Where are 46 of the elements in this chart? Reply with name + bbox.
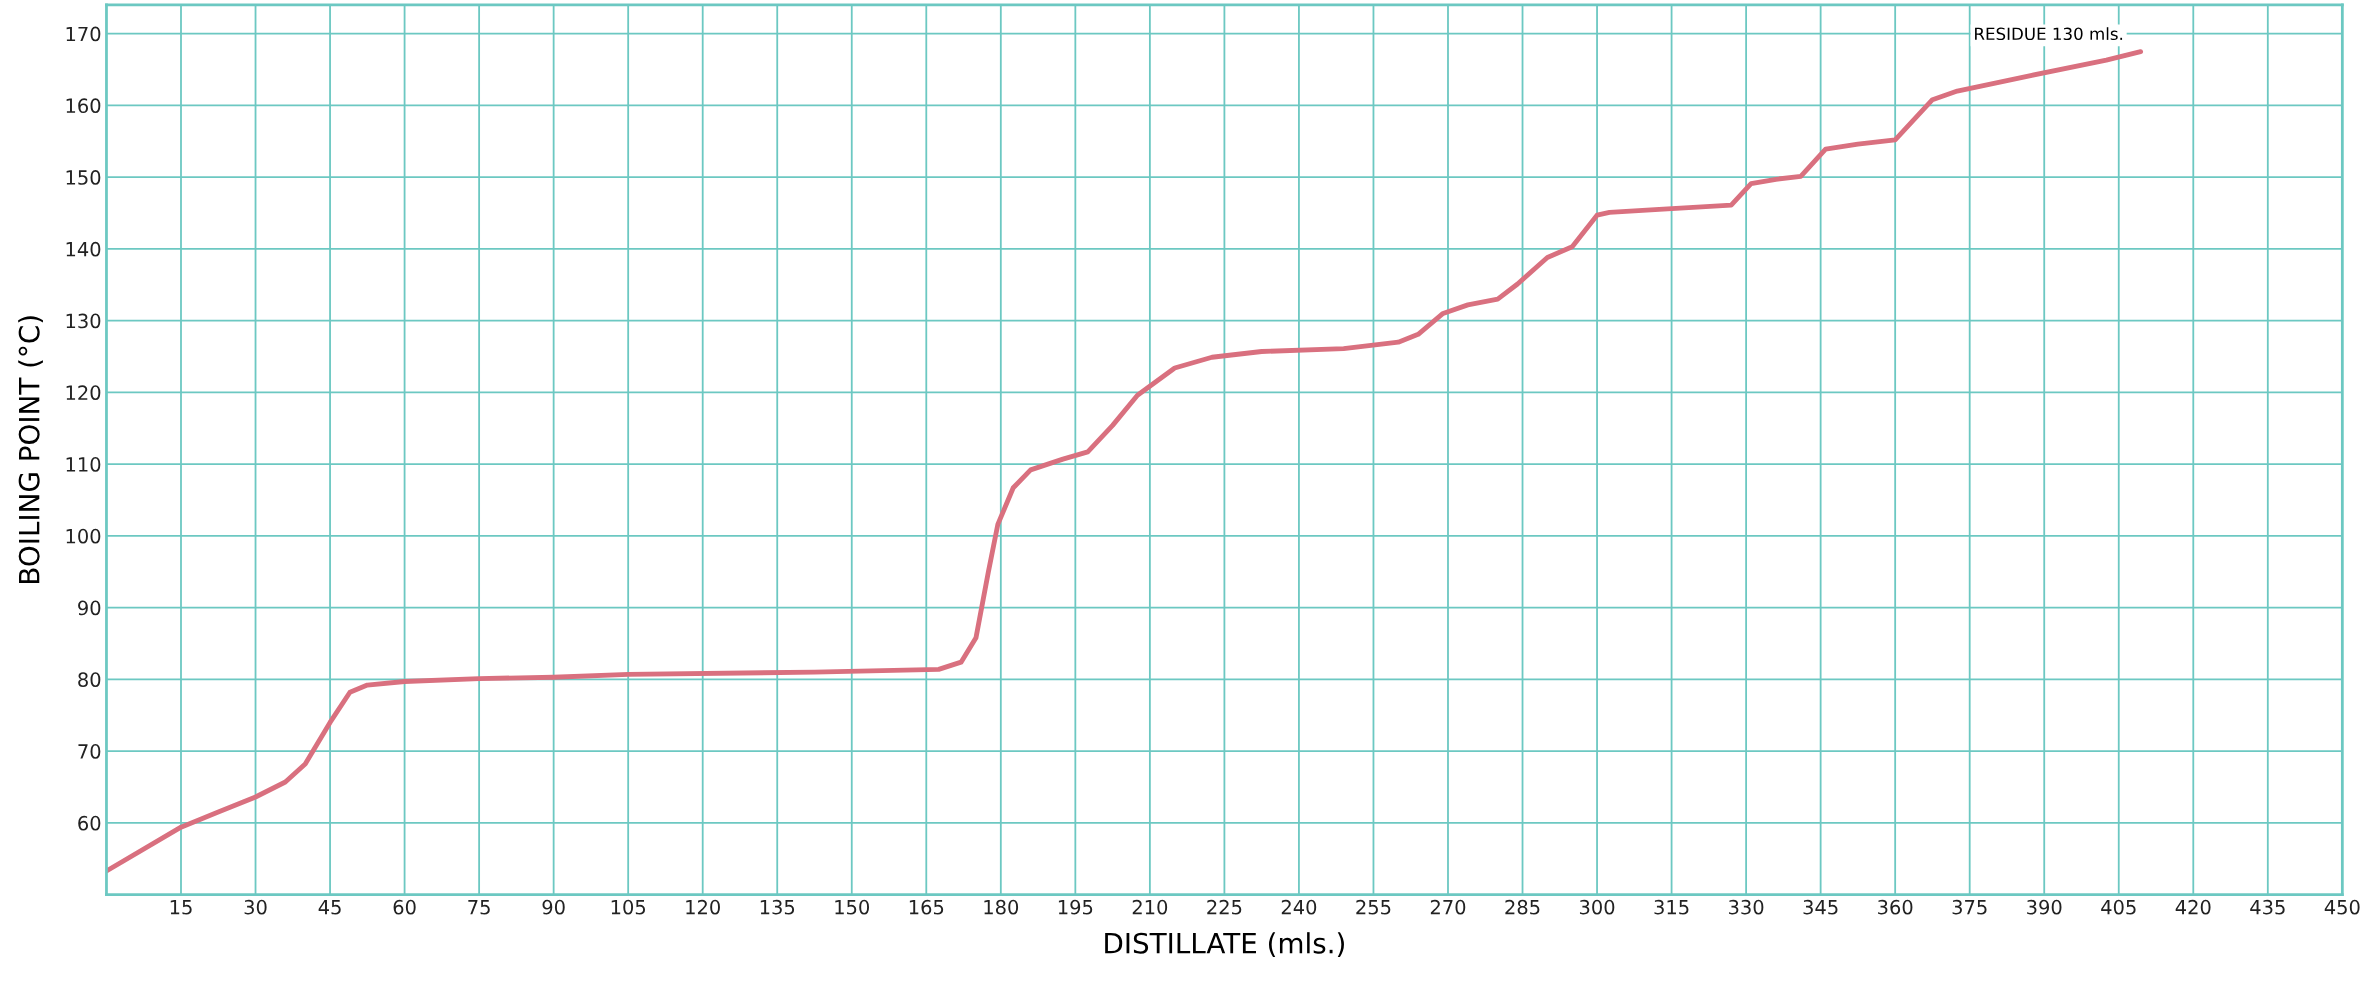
line-series bbox=[106, 49, 2144, 874]
x-tick-label: 195 bbox=[1058, 899, 1093, 915]
y-tick-label: 60 bbox=[78, 815, 101, 831]
y-tick-label: 170 bbox=[66, 26, 101, 42]
x-tick-label: 180 bbox=[984, 899, 1019, 915]
x-tick-label: 90 bbox=[542, 899, 565, 915]
x-tick-label: 15 bbox=[170, 900, 192, 915]
y-tick-label: 160 bbox=[66, 98, 101, 114]
x-tick-label: 120 bbox=[686, 899, 720, 915]
y-tick-label: 80 bbox=[78, 672, 101, 688]
y-tick-label: 140 bbox=[66, 241, 101, 257]
annotation: RESIDUE 130 mls. bbox=[1975, 27, 2123, 41]
y-tick-label: 70 bbox=[78, 744, 101, 759]
x-tick-label: 60 bbox=[393, 899, 416, 915]
x-tick-label: 165 bbox=[909, 899, 944, 915]
x-tick-label: 150 bbox=[835, 899, 870, 915]
y-tick-label: 110 bbox=[66, 457, 101, 472]
x-tick-label: 420 bbox=[2175, 899, 2211, 915]
x-tick-label: 450 bbox=[2324, 899, 2360, 915]
x-tick-label: 315 bbox=[1654, 899, 1689, 915]
x-tick-label: 330 bbox=[1729, 899, 1764, 915]
x-tick-label: 360 bbox=[1878, 899, 1913, 915]
y-axis-title: BOILING POINT (°C) bbox=[18, 316, 43, 583]
x-tick-label: 285 bbox=[1505, 899, 1540, 915]
x-tick-label: 75 bbox=[468, 900, 490, 915]
y-tick-label: 130 bbox=[66, 313, 101, 329]
x-tick-label: 255 bbox=[1356, 899, 1391, 915]
x-axis-title: DISTILLATE (mls.) bbox=[1105, 932, 1344, 957]
y-tick-label: 150 bbox=[66, 170, 101, 185]
x-tick-label: 225 bbox=[1207, 899, 1242, 915]
x-tick-label: 240 bbox=[1281, 899, 1317, 915]
x-tick-label: 45 bbox=[318, 900, 341, 915]
y-tick-label: 120 bbox=[66, 385, 101, 401]
y-tick-label: 90 bbox=[78, 600, 101, 616]
x-tick-label: 435 bbox=[2250, 899, 2285, 915]
x-tick-label: 345 bbox=[1803, 899, 1838, 915]
x-tick-label: 270 bbox=[1430, 899, 1466, 915]
x-tick-label: 210 bbox=[1132, 899, 1168, 915]
x-tick-label: 390 bbox=[2027, 899, 2062, 915]
x-tick-label: 375 bbox=[1952, 899, 1987, 915]
x-tick-label: 300 bbox=[1579, 899, 1615, 915]
y-tick-label: 100 bbox=[66, 528, 101, 544]
x-tick-label: 30 bbox=[244, 899, 267, 915]
x-tick-label: 135 bbox=[760, 899, 795, 915]
x-tick-label: 105 bbox=[611, 899, 646, 915]
x-tick-label: 405 bbox=[2101, 899, 2136, 915]
